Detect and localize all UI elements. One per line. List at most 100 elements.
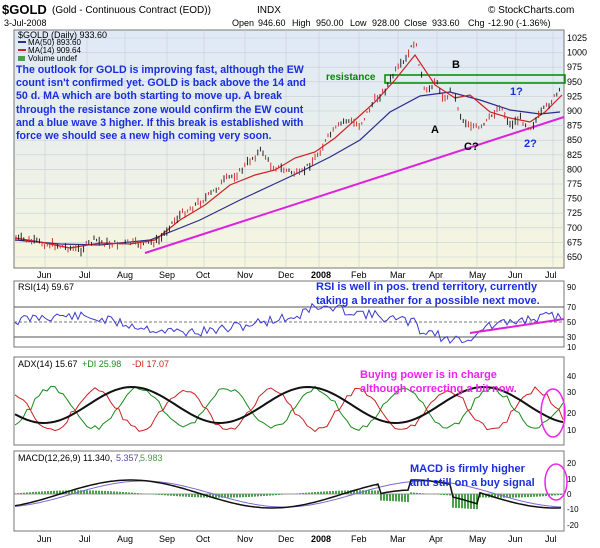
macd-tick: 20 (567, 459, 576, 468)
macd-highlight-circle (544, 463, 568, 501)
macd-signal-label: 5.357, (116, 453, 141, 463)
resistance-label: resistance (326, 72, 376, 83)
legend-price: $GOLD (Daily) 933.60 (18, 30, 107, 40)
price-tick: 875 (567, 121, 582, 131)
resistance-zone (384, 74, 566, 84)
x-tick: Jun (37, 534, 52, 544)
macd-note-2: and still on a buy signal (410, 477, 535, 489)
adx-line (14, 385, 564, 425)
rsi-tick: 10 (567, 343, 576, 352)
chg-value: -12.90 (-1.36%) (488, 18, 551, 28)
x-axis-bottom: Jun Jul Aug Sep Oct Nov Dec 2008 Feb Mar Apr May Jun… (37, 534, 557, 544)
description: (Gold - Continuous Contract (EOD)) (52, 5, 211, 16)
low-label: Low (350, 18, 367, 28)
ma14-line (14, 53, 563, 249)
x-tick: Jul (545, 270, 557, 280)
pdi-label: +DI 25.98 (82, 359, 121, 369)
price-tick: 725 (567, 208, 582, 218)
rsi-panel (13, 280, 565, 348)
x-tick: Feb (351, 534, 367, 544)
copyright: © StockCharts.com (488, 5, 574, 16)
rsi-tick: 30 (567, 333, 576, 342)
x-tick: Jun (508, 534, 523, 544)
adx-tick: 10 (567, 426, 576, 435)
x-tick: Apr (429, 270, 443, 280)
price-tick: 700 (567, 223, 582, 233)
macd-line (14, 479, 562, 509)
x-tick: Feb (351, 270, 367, 280)
price-tick: 1025 (567, 33, 587, 43)
x-tick: Mar (390, 270, 406, 280)
macd-tick: -20 (567, 521, 579, 530)
price-tick: 825 (567, 150, 582, 160)
price-tick: 775 (567, 179, 582, 189)
x-tick: Jul (545, 534, 557, 544)
x-tick: Jul (79, 270, 91, 280)
price-tick: 850 (567, 135, 582, 145)
x-tick: Dec (278, 534, 295, 544)
macd-note-1: MACD is firmly higher (410, 463, 526, 475)
price-bars (15, 41, 560, 257)
close-label: Close (404, 18, 427, 28)
close-value: 933.60 (432, 18, 460, 28)
macd-tick: 0 (567, 490, 572, 499)
x-tick: Jun (508, 270, 523, 280)
x-tick: Oct (196, 270, 211, 280)
macd-hist-label: 5.983 (140, 453, 163, 463)
adx-label: ADX(14) 15.67 (18, 359, 78, 369)
rsi-tick: 90 (567, 283, 576, 292)
x-axis: Jun Jul Aug Sep Oct Nov Dec 2008 Feb Mar Apr May Jun… (37, 270, 557, 280)
price-tick: 750 (567, 194, 582, 204)
price-tick: 650 (567, 252, 582, 262)
wave-b-label: B (452, 59, 460, 71)
x-tick: Nov (237, 270, 254, 280)
price-tick: 950 (567, 77, 582, 87)
price-panel (13, 29, 565, 269)
high-value: 950.00 (316, 18, 344, 28)
x-tick: 2008 (311, 534, 331, 544)
x-tick: Oct (196, 534, 211, 544)
symbol: $GOLD (2, 2, 47, 17)
x-tick: Dec (278, 270, 295, 280)
adx-tick: 40 (567, 372, 576, 381)
open-label: Open (232, 18, 254, 28)
x-tick: Sep (159, 534, 175, 544)
price-axis: 1025 1000 975 950 925 900 875 850 825 800 775 750 72… (567, 33, 587, 262)
legend-volume-swatch (18, 56, 25, 61)
adx-panel (13, 356, 565, 446)
rsi-line (14, 302, 562, 344)
macd-label: MACD(12,26,9) 11.340, (18, 453, 112, 463)
legend-volume: Volume undef (28, 54, 78, 63)
rsi-note-1: RSI is well in pos. trend territory, cur… (316, 281, 538, 293)
adx-axis: 40 30 20 10 (567, 372, 576, 435)
macd-tick: -10 (567, 505, 579, 514)
price-tick: 900 (567, 106, 582, 116)
chg-label: Chg (468, 18, 485, 28)
wave-1-label: 1? (510, 86, 523, 98)
rsi-trendline (469, 318, 565, 334)
x-tick: Aug (117, 270, 133, 280)
x-tick: Nov (237, 534, 254, 544)
macd-tick: 10 (567, 475, 576, 484)
x-tick: Jun (37, 270, 52, 280)
x-tick: May (469, 534, 487, 544)
adx-note-1: Buying power is in charge (360, 369, 497, 381)
date: 3-Jul-2008 (4, 18, 47, 28)
adx-highlight-circle (540, 388, 566, 438)
open-value: 946.60 (258, 18, 286, 28)
main-note: The outlook for GOLD is improving fast, … (16, 64, 306, 142)
price-tick: 800 (567, 164, 582, 174)
adx-note-2: although correcting a bit now. (360, 383, 517, 395)
x-tick: Mar (390, 534, 406, 544)
wave-a-label: A (431, 124, 439, 136)
x-tick: Jul (79, 534, 91, 544)
legend-ma14: MA(14) 909.64 (28, 46, 81, 55)
low-value: 928.00 (372, 18, 400, 28)
rsi-label: RSI(14) 59.67 (18, 282, 74, 292)
price-tick: 1000 (567, 48, 587, 58)
rsi-tick: 70 (567, 303, 576, 312)
adx-tick: 20 (567, 409, 576, 418)
x-tick: Aug (117, 534, 133, 544)
